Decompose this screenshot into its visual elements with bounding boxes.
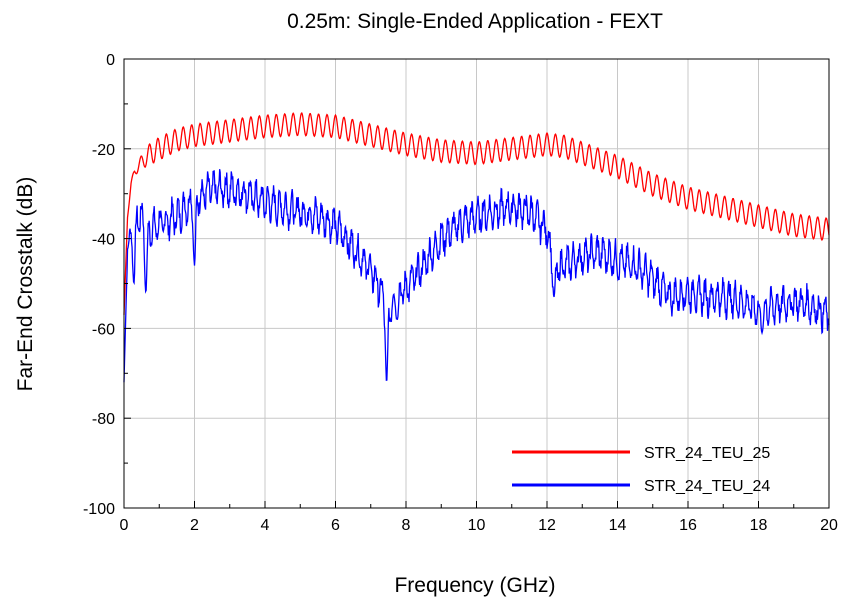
y-tick-label: 0	[106, 52, 115, 69]
x-axis-label: Frequency (GHz)	[394, 574, 555, 597]
x-tick-label: 12	[538, 517, 556, 534]
legend-label: STR_24_TEU_25	[644, 445, 770, 462]
series-line-str-24-teu-24	[123, 169, 830, 383]
y-tick-label: -20	[92, 142, 115, 159]
chart-title: 0.25m: Single-Ended Application - FEXT	[287, 10, 663, 33]
y-tick-label: -80	[92, 411, 115, 428]
series-line-str-24-teu-25	[123, 111, 830, 315]
x-tick-label: 16	[679, 517, 697, 534]
legend-label: STR_24_TEU_24	[644, 478, 770, 495]
y-tick-label: -100	[83, 501, 115, 518]
series-layer	[123, 111, 830, 383]
x-tick-label: 20	[820, 517, 838, 534]
x-tick-label: 6	[331, 517, 340, 534]
legend: STR_24_TEU_25 STR_24_TEU_24	[512, 445, 770, 495]
x-tick-label: 2	[190, 517, 199, 534]
x-tick-label: 4	[261, 517, 270, 534]
x-tick-label: 18	[750, 517, 768, 534]
y-tick-label: -60	[92, 321, 115, 338]
x-tick-label: 0	[120, 517, 129, 534]
x-tick-label: 10	[468, 517, 486, 534]
y-tick-label: -40	[92, 232, 115, 249]
y-axis-label: Far-End Crosstalk (dB)	[14, 177, 37, 392]
x-tick-label: 8	[402, 517, 411, 534]
axis-ticks: 0 2 4 6 8 10 12 14 16 18 20 0 -20 -40 -60 -80 -100	[83, 52, 838, 534]
x-tick-label: 14	[609, 517, 627, 534]
